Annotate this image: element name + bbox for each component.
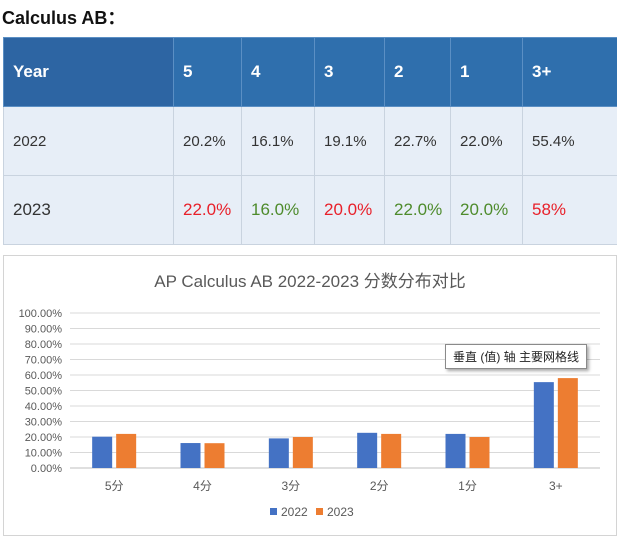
legend-swatch-2023 [316,508,323,515]
value-cell: 58% [522,175,617,245]
chart-title: AP Calculus AB 2022-2023 分数分布对比 [154,272,466,291]
bar-2022 [533,382,554,468]
x-tick-label: 3分 [281,479,300,493]
bar-2023 [469,437,490,468]
x-tick-label: 5分 [105,479,124,493]
bar-chart: AP Calculus AB 2022-2023 分数分布对比 0.00% 10.0… [19,272,600,519]
bar-2023 [204,443,225,468]
value-cell: 19.1% [314,106,385,176]
value-cell: 16.0% [241,175,315,245]
gridline-tooltip: 垂直 (值) 轴 主要网格线 [445,344,587,369]
y-tick-label: 30.00% [25,417,63,429]
value-cell: 55.4% [522,106,617,176]
bar-2023 [557,378,578,468]
y-tick-label: 100.00% [19,308,63,320]
header-cell: Year [3,37,174,107]
y-tick-label: 50.00% [25,386,63,398]
legend-label: 2022 [281,505,308,519]
value-cell: 22.0% [384,175,451,245]
year-cell: 2023 [3,175,174,245]
year-cell: 2022 [3,106,174,176]
value-cell: 16.1% [241,106,315,176]
value-cell: 20.0% [314,175,385,245]
bar-2023 [381,433,402,468]
table-header-row: Year 5 4 3 2 1 3+ [3,37,617,107]
bar-2023 [116,433,137,468]
page-title: Calculus AB： [2,8,126,28]
header-cell: 4 [241,37,315,107]
header-cell: 3 [314,37,385,107]
value-cell: 22.0% [450,106,523,176]
header-cell: 3+ [522,37,617,107]
bar-2023 [292,437,313,468]
legend-swatch-2022 [270,508,277,515]
table-row: 2022 20.2% 16.1% 19.1% 22.7% 22.0% 55.4% [3,106,617,176]
header-cell: 5 [173,37,242,107]
value-cell: 20.2% [173,106,242,176]
bar-2022 [92,436,113,468]
header-cell: 2 [384,37,451,107]
bar-2022 [180,443,201,468]
x-tick-label: 2分 [370,479,389,493]
y-tick-label: 10.00% [25,448,63,460]
table-row: 2023 22.0% 16.0% 20.0% 22.0% 20.0% 58% [3,175,617,245]
y-tick-label: 90.00% [25,324,63,336]
header-cell: 1 [450,37,523,107]
x-tick-label: 1分 [458,479,477,493]
bar-2022 [357,432,378,468]
score-table: Year 5 4 3 2 1 3+ 2022 20.2% 16.1% 19.1% 22.… [3,37,617,245]
value-cell: 20.0% [450,175,523,245]
legend-label: 2023 [327,505,354,519]
bar-2022 [445,433,466,468]
x-tick-label: 4分 [193,479,212,493]
y-tick-label: 0.00% [31,463,62,475]
y-tick-label: 80.00% [25,339,63,351]
y-tick-label: 40.00% [25,401,63,413]
x-tick-label: 3+ [549,479,563,493]
chart-container: AP Calculus AB 2022-2023 分数分布对比 0.00% 10.0… [3,255,617,536]
y-tick-label: 70.00% [25,355,63,367]
bar-2022 [268,438,289,468]
y-tick-label: 60.00% [25,370,63,382]
value-cell: 22.0% [173,175,242,245]
y-tick-label: 20.00% [25,432,63,444]
value-cell: 22.7% [384,106,451,176]
